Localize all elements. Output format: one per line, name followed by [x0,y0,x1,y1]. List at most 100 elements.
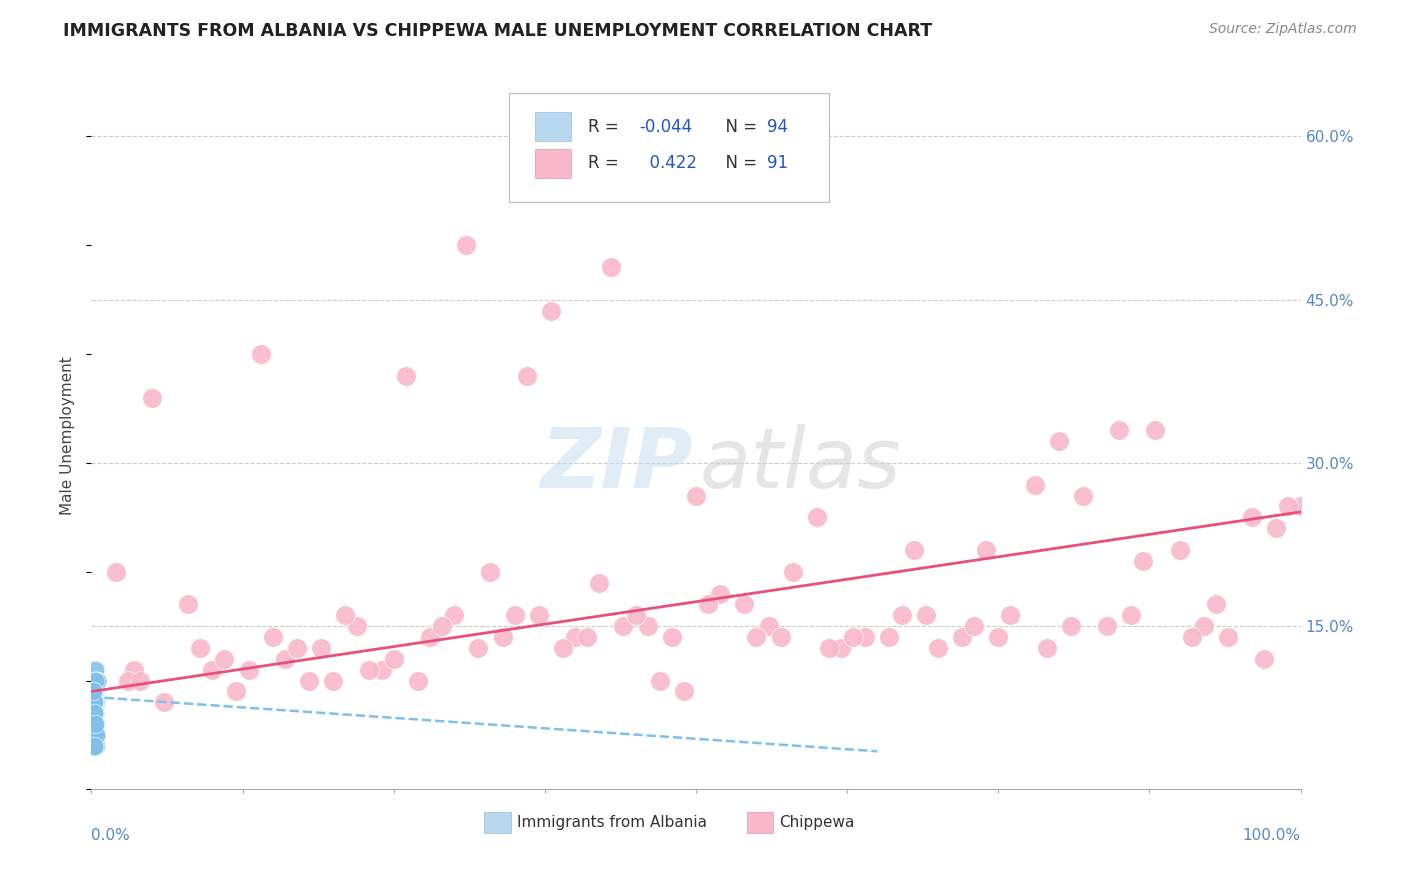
Point [624,608,647,623]
Text: 0.422: 0.422 [640,154,697,172]
Point [82,695,104,709]
Point [82,728,104,742]
Point [84,728,107,742]
Point [672,684,695,698]
Point [84,695,107,709]
Point [612,619,634,633]
Point [82,695,104,709]
Point [1000,608,1022,623]
Point [84,739,107,753]
Point [82,695,104,709]
Point [1071,489,1094,503]
Point [842,630,865,644]
Point [406,673,429,688]
Point [86,673,108,688]
Point [83,739,105,753]
Point [83,739,105,753]
Point [309,640,332,655]
Text: R =: R = [588,118,624,136]
Point [479,565,502,579]
Point [82,706,104,721]
Point [177,598,200,612]
Point [83,706,105,721]
Point [238,663,260,677]
Point [443,608,465,623]
Point [84,663,107,677]
Point [84,706,107,721]
Point [83,717,105,731]
Point [83,739,105,753]
Point [82,695,104,709]
Point [84,673,107,688]
Point [83,706,105,721]
Point [1144,423,1167,437]
Point [1108,423,1130,437]
Point [359,663,381,677]
Point [82,717,104,731]
Point [84,673,107,688]
Point [1277,500,1299,514]
Point [122,663,145,677]
Point [335,608,357,623]
Point [1205,598,1227,612]
Point [82,706,104,721]
Point [214,652,236,666]
Point [382,652,405,666]
Point [83,739,105,753]
Point [685,489,707,503]
Point [84,739,107,753]
Text: 91: 91 [768,154,789,172]
Point [419,630,441,644]
Point [430,619,453,633]
Point [1265,521,1288,535]
Point [298,673,321,688]
Point [84,706,107,721]
Point [782,565,804,579]
Point [141,391,163,405]
Point [733,598,755,612]
Point [201,663,224,677]
Point [83,684,105,698]
Point [83,739,105,753]
Point [83,695,105,709]
FancyBboxPatch shape [509,93,830,202]
Point [551,640,574,655]
Text: Immigrants from Albania: Immigrants from Albania [517,815,707,830]
Point [83,706,105,721]
FancyBboxPatch shape [536,149,571,178]
Point [527,608,550,623]
Point [188,640,211,655]
Point [83,717,105,731]
Text: R =: R = [588,154,624,172]
Point [82,728,104,742]
Point [745,630,768,644]
Point [1216,630,1239,644]
Point [963,619,986,633]
Point [82,695,104,709]
Point [914,608,936,623]
Point [83,695,105,709]
Point [830,640,852,655]
Point [576,630,599,644]
Point [1132,554,1154,568]
Point [1289,500,1312,514]
Point [84,673,107,688]
Text: atlas: atlas [700,424,901,505]
Y-axis label: Male Unemployment: Male Unemployment [60,357,76,515]
Point [1181,630,1204,644]
Point [83,684,105,698]
Text: Chippewa: Chippewa [779,815,855,830]
Point [84,728,107,742]
Point [1035,640,1057,655]
Point [82,684,104,698]
Point [262,630,284,644]
Point [83,706,105,721]
Point [853,630,876,644]
Text: N =: N = [716,118,762,136]
Point [987,630,1010,644]
Text: 94: 94 [768,118,789,136]
Point [83,739,105,753]
Point [83,717,105,731]
Point [153,695,176,709]
Point [83,695,105,709]
